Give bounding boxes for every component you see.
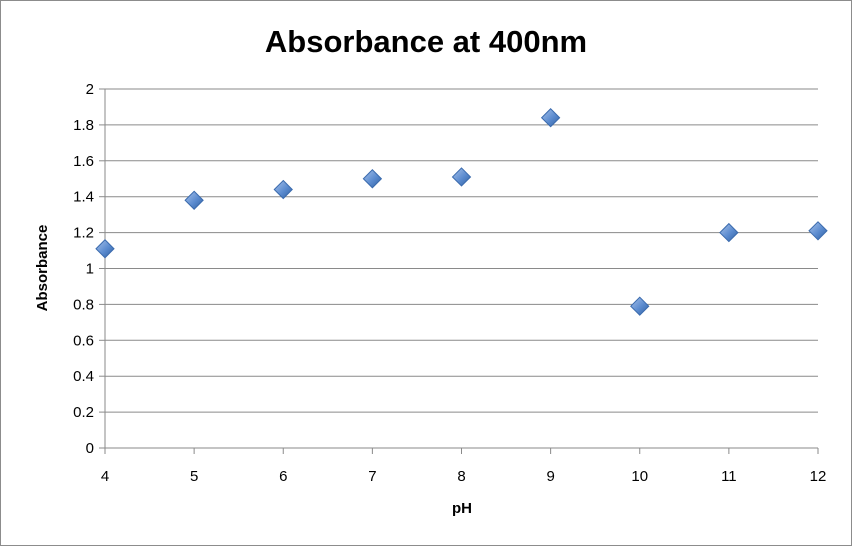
y-tick-label: 0.2 [73, 404, 94, 421]
data-point [451, 167, 472, 187]
y-tick-label: 0 [86, 440, 94, 457]
x-tick-labels: 4 5 6 7 8 9 10 11 12 [101, 468, 827, 485]
data-points [95, 108, 828, 316]
data-point [719, 222, 739, 243]
y-tick-labels: 0 0.2 0.4 0.6 0.8 1 1.2 1.4 1.6 1.8 2 [73, 81, 94, 457]
x-tick-label: 7 [368, 468, 376, 485]
y-tick-label: 1.6 [73, 153, 94, 170]
chart-title: Absorbance at 400nm [265, 24, 587, 59]
x-tick-label: 5 [190, 468, 198, 485]
y-tick-label: 1.4 [73, 189, 94, 206]
x-tick-label: 11 [721, 468, 737, 485]
data-point [273, 179, 293, 200]
x-tick-label: 8 [457, 468, 465, 485]
x-axis-title: pH [452, 500, 472, 517]
x-tick-label: 9 [546, 468, 554, 485]
y-tick-label: 1.8 [73, 117, 94, 134]
y-tick-label: 2 [86, 81, 94, 98]
data-point [362, 169, 383, 189]
y-tick-label: 0.4 [73, 368, 94, 385]
x-tick-label: 12 [810, 468, 827, 485]
data-point [540, 108, 561, 128]
y-tick-label: 1.2 [73, 225, 94, 242]
x-tick-label: 4 [101, 468, 109, 485]
data-point [808, 221, 828, 241]
y-tick-label: 0.6 [73, 332, 94, 349]
x-tick-label: 6 [279, 468, 287, 485]
x-tick-label: 10 [631, 468, 648, 485]
y-tick-label: 0.8 [73, 296, 94, 313]
data-point [95, 239, 115, 259]
data-point [630, 296, 650, 316]
axes [99, 88, 819, 454]
data-point [184, 190, 204, 210]
y-tick-label: 1 [86, 261, 94, 278]
y-axis-title: Absorbance [34, 225, 51, 312]
gridlines [105, 88, 818, 413]
